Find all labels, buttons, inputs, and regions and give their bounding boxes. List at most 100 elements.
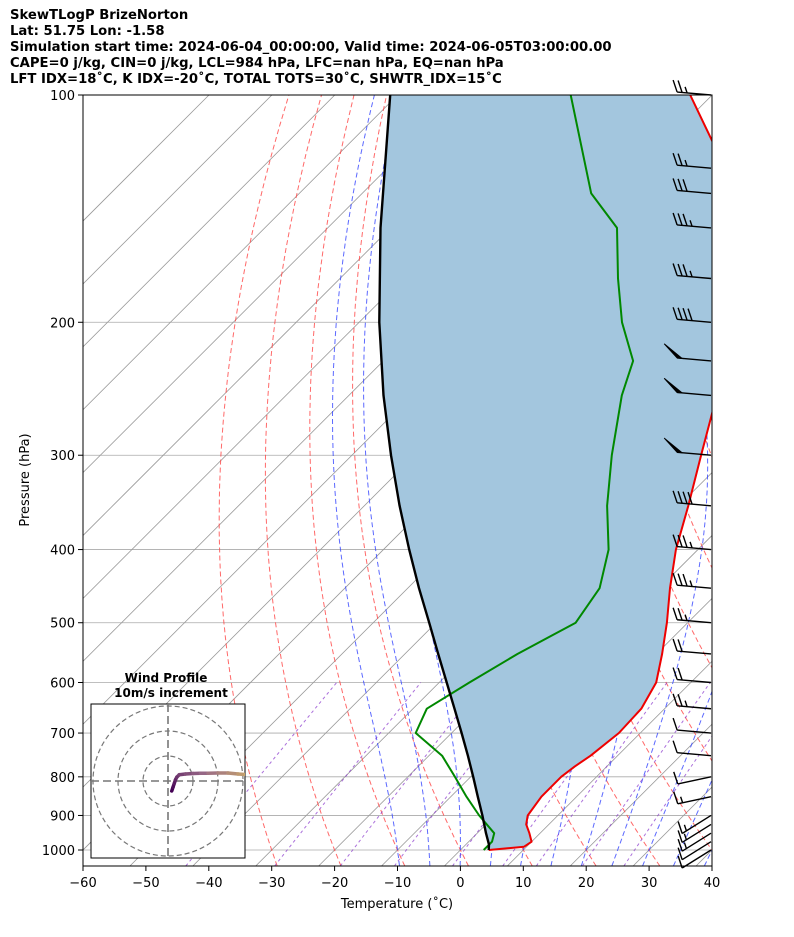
wind-barb-full: [677, 838, 683, 852]
wind-barb: [672, 534, 712, 551]
y-tick-label: 500: [50, 617, 75, 632]
wind-barb-full: [682, 264, 688, 277]
wind-barb: [663, 377, 712, 397]
x-tick-label: −10: [384, 876, 411, 891]
wind-barb-half: [683, 824, 688, 832]
wind-barb: [663, 343, 712, 362]
moist-adiabat-line: [703, 848, 712, 866]
y-tick-label: 900: [50, 809, 75, 824]
axes: −60 −50 −40 −30 −20 −10 0 10 20 30 40 1000 900 800 700…: [42, 89, 720, 891]
moist-adiabat-line: [642, 689, 712, 866]
wind-barb: [677, 841, 712, 861]
wind-barb-full: [672, 263, 678, 276]
dry-adiabat-line: [777, 95, 794, 866]
wind-barb-full: [672, 693, 678, 707]
hodograph-inset: Wind Profile 10m/s increment: [90, 671, 298, 859]
wind-barb: [663, 437, 712, 456]
hodograph-segment: [243, 772, 245, 777]
wind-barb-half: [689, 220, 693, 227]
wind-barb-flag: [663, 437, 684, 454]
wind-barb-staff: [681, 849, 712, 869]
hodograph-title: Wind Profile: [125, 671, 208, 685]
wind-barb-full: [677, 491, 683, 504]
wind-barb-full: [672, 607, 678, 620]
wind-barb-staff: [677, 650, 712, 655]
dry-adiabat-line: [745, 95, 794, 866]
y-tick-label: 700: [50, 727, 75, 742]
wind-barb-full: [687, 491, 693, 505]
isotherm-line: [83, 95, 273, 285]
hodograph-segment: [258, 773, 268, 776]
x-tick-label: 20: [578, 876, 595, 891]
wind-barb-half: [684, 86, 688, 94]
x-tick-label: 30: [641, 876, 658, 891]
wind-barb-full: [677, 607, 683, 621]
title-line-times: Simulation start time: 2024-06-04_00:00:…: [10, 40, 612, 55]
wind-barb-half: [684, 614, 688, 621]
wind-barb-staff: [677, 729, 712, 734]
wind-barb: [672, 263, 712, 280]
dry-adiabat-line: [264, 95, 342, 866]
wind-barb: [672, 607, 712, 624]
wind-barb: [672, 490, 712, 507]
wind-barb-full: [677, 847, 683, 860]
wind-barb-staff: [677, 584, 712, 589]
wind-barb-full: [672, 152, 678, 166]
wind-barb-full: [682, 573, 688, 587]
wind-barb: [672, 638, 712, 655]
x-tick-label: −30: [258, 876, 285, 891]
wind-barb-full: [672, 534, 678, 547]
profile-lines: [378, 95, 712, 851]
wind-barb-full: [682, 213, 688, 227]
dry-adiabat-line: [352, 95, 469, 866]
title-line-station: SkewTLogP BrizeNorton: [10, 8, 189, 23]
wind-barb-full: [677, 263, 683, 277]
hodograph-segment: [288, 772, 298, 773]
wind-barb-staff: [677, 776, 712, 785]
wind-barb-full: [672, 490, 678, 504]
title-line-location: Lat: 51.75 Lon: -1.58: [10, 24, 165, 39]
wind-barb-half: [684, 700, 688, 707]
wind-barb: [677, 832, 712, 852]
isotherm-line: [83, 95, 336, 348]
mixing-ratio-line: [535, 682, 668, 866]
dry-adiabat-line: [218, 95, 290, 866]
wind-barb: [672, 212, 712, 229]
y-tick-label: 800: [50, 771, 75, 786]
y-tick-label: 300: [50, 449, 75, 464]
wind-barb-full: [677, 573, 683, 586]
y-axis-label: Pressure (hPa): [18, 433, 33, 526]
dry-adiabat-line: [711, 95, 712, 100]
x-tick-label: 0: [456, 876, 464, 891]
wind-barb-full: [677, 80, 683, 93]
title-line-cape: CAPE=0 j/kg, CIN=0 j/kg, LCL=984 hPa, LF…: [10, 56, 504, 71]
wind-barb-staff: [677, 545, 712, 551]
wind-barb-half: [689, 541, 693, 549]
isotherm-line: [83, 95, 398, 411]
moist-adiabat-line: [672, 778, 712, 866]
hodograph-segment: [268, 772, 278, 773]
wind-barbs: [663, 79, 712, 869]
isotherm-line: [318, 472, 712, 866]
wind-barb-staff: [681, 841, 712, 861]
title-block: SkewTLogP BrizeNorton Lat: 51.75 Lon: -1…: [10, 8, 612, 88]
wind-barb-full: [677, 178, 683, 192]
isotherm-line: [759, 95, 794, 866]
moist-adiabat-line: [363, 95, 431, 866]
hodograph-subtitle: 10m/s increment: [114, 686, 228, 700]
wind-barb-staff: [677, 678, 712, 684]
wind-barb-staff: [677, 619, 712, 624]
wind-barb-staff: [677, 164, 712, 169]
x-tick-label: −20: [321, 876, 348, 891]
wind-barb-staff: [677, 502, 712, 507]
wind-barb: [672, 667, 712, 684]
stable-area-shade: [379, 95, 712, 850]
x-tick-label: −40: [195, 876, 222, 891]
wind-barb-full: [677, 307, 683, 320]
isotherm-line: [83, 95, 461, 474]
wind-barb-staff: [677, 318, 712, 323]
wind-barb-full: [673, 771, 679, 785]
mixing-ratio-line: [274, 682, 422, 866]
isotherm-line: [569, 723, 712, 866]
wind-barb: [672, 717, 712, 734]
